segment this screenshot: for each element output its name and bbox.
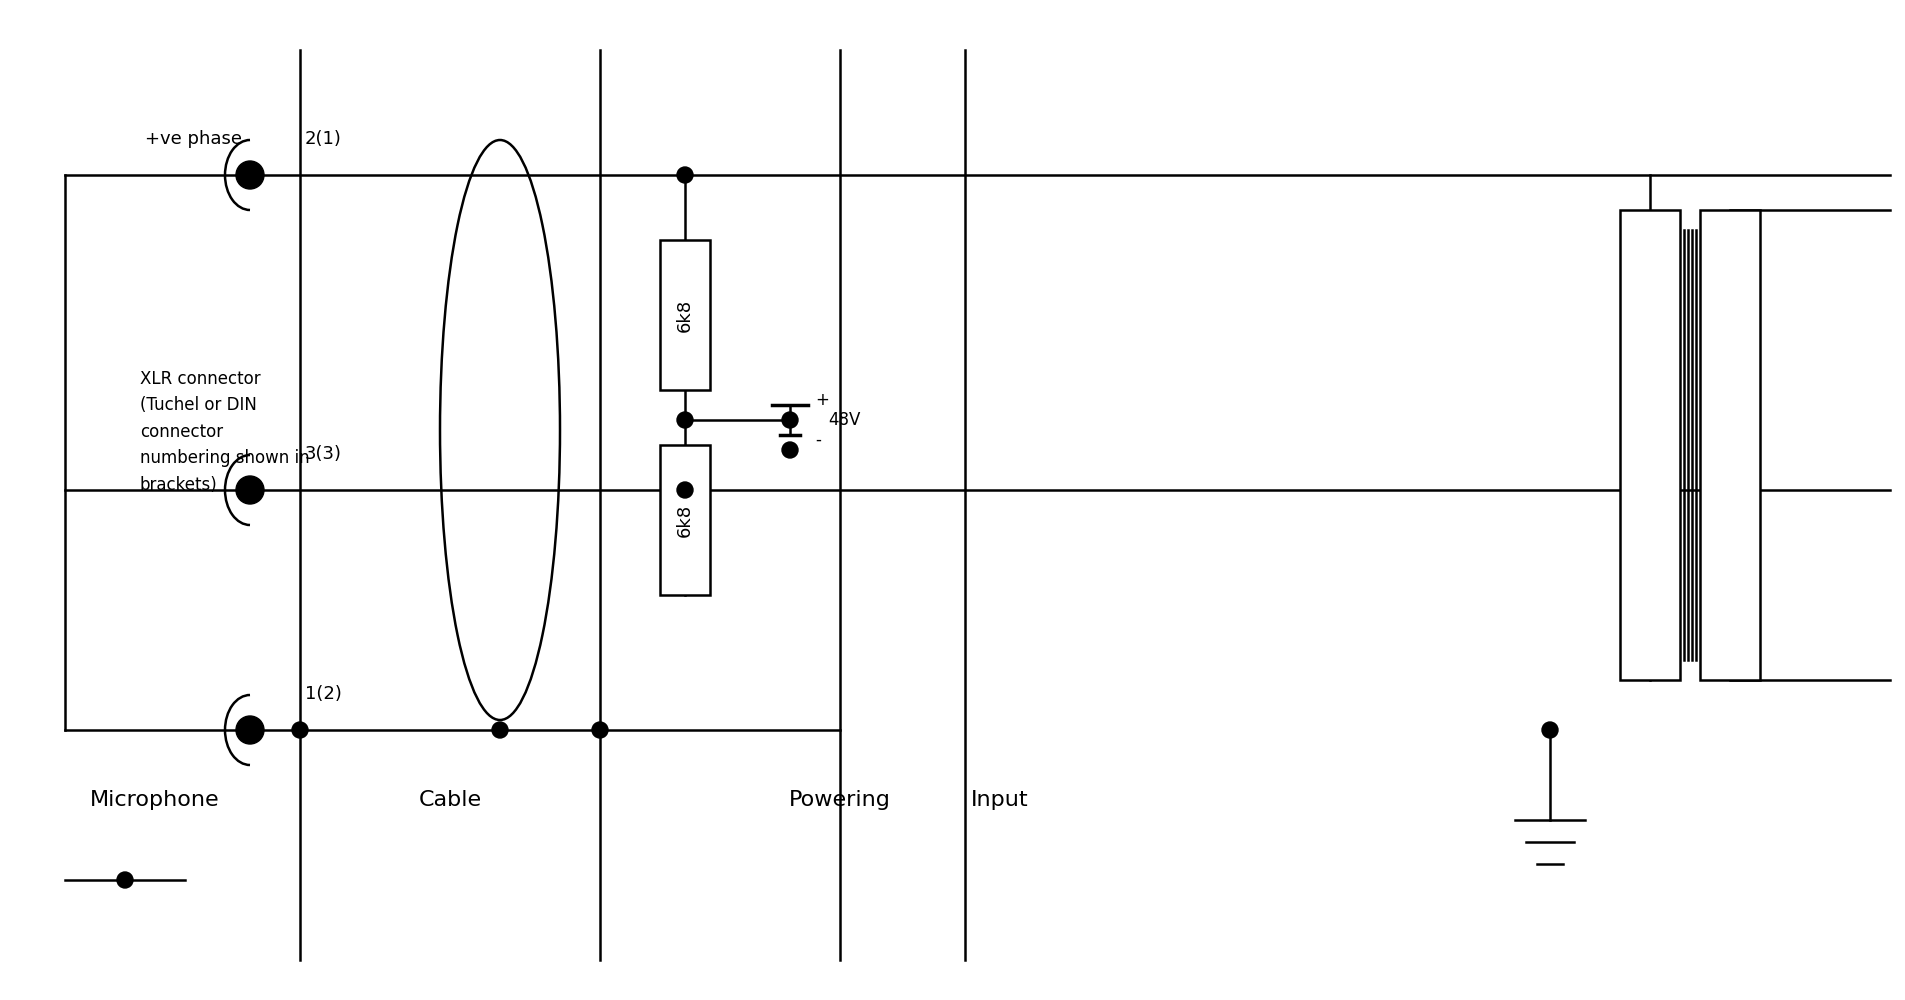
Text: -: - — [815, 431, 821, 449]
Text: Cable: Cable — [419, 790, 482, 810]
Circle shape — [781, 412, 798, 428]
Text: 2(1): 2(1) — [305, 130, 341, 148]
Text: 6k8: 6k8 — [676, 503, 693, 537]
Bar — [659, 445, 711, 595]
Circle shape — [676, 167, 693, 183]
Text: 6k8: 6k8 — [676, 298, 693, 332]
Circle shape — [236, 716, 265, 744]
Text: Powering: Powering — [789, 790, 890, 810]
Bar — [1619, 210, 1678, 680]
Bar — [1699, 210, 1758, 680]
Circle shape — [236, 476, 265, 504]
Circle shape — [236, 161, 265, 189]
Bar — [659, 240, 711, 390]
Circle shape — [116, 872, 133, 888]
Circle shape — [781, 442, 798, 458]
Text: Microphone: Microphone — [90, 790, 219, 810]
Circle shape — [1541, 722, 1556, 738]
Circle shape — [676, 482, 693, 498]
Text: XLR connector
(Tuchel or DIN
connector
numbering shown in
brackets): XLR connector (Tuchel or DIN connector n… — [139, 370, 309, 494]
Circle shape — [676, 412, 693, 428]
Text: +: + — [815, 391, 829, 409]
Circle shape — [491, 722, 509, 738]
Circle shape — [592, 722, 608, 738]
Text: 3(3): 3(3) — [305, 445, 341, 463]
Text: 48V: 48V — [827, 411, 859, 429]
Text: Input: Input — [972, 790, 1029, 810]
Text: 1(2): 1(2) — [305, 685, 341, 703]
Circle shape — [291, 722, 309, 738]
Text: +ve phase: +ve phase — [145, 130, 242, 148]
